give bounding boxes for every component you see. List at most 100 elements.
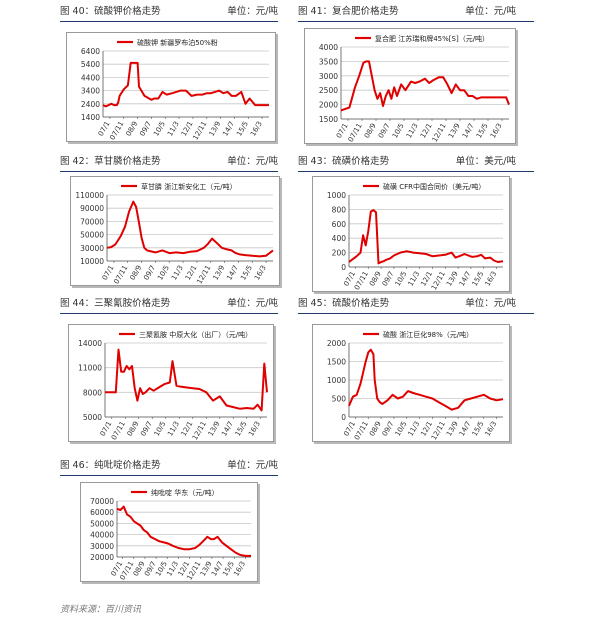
series-line: [102, 61, 269, 108]
price-line-chart: 20000300004000050000600007000007/107/110…: [90, 488, 251, 581]
header-rule: [298, 171, 534, 172]
x-tick-label: 15/5: [471, 270, 486, 288]
x-tick-label: 09/7: [142, 264, 157, 282]
figure-unit: 单位：元/吨: [465, 6, 516, 17]
y-tick-label: 1000: [327, 191, 346, 200]
price-line-chart: 50008000110001400007/107/1108/909/710/51…: [78, 330, 268, 441]
figure-title: 图 40：硫酸钾价格走势: [60, 6, 161, 17]
x-tick-label: 11/3: [166, 420, 181, 438]
x-tick-label: 08/9: [368, 420, 383, 438]
chart-panel: 0 500 1000 1500 2000 07/1 07/11 08/9 09/7 10/5 11/…: [312, 324, 510, 442]
x-tick-label: 09/7: [139, 420, 154, 438]
chart-panel: 1400 2400 3400 4400 5400 6400 07/1 07/11 08/9 09/…: [66, 32, 276, 142]
x-tick-label: 14/7: [458, 270, 473, 288]
figure-unit: 单位：元/吨: [227, 460, 278, 471]
legend-label: 纯吡啶 华东（元/吨）: [151, 488, 219, 497]
figure-header: 图 41：复合肥价格走势 单位：元/吨: [298, 4, 516, 20]
y-tick-label: 4400: [81, 73, 100, 82]
series-line: [348, 348, 504, 411]
y-tick-label: 2000: [327, 339, 346, 348]
y-tick-label: 0: [341, 413, 346, 422]
y-tick-label: 400: [332, 234, 347, 243]
y-tick-label: 6400: [81, 47, 100, 56]
chart-panel: 10000 30000 50000 70000 90000 110000 07/1 07/11…: [70, 176, 280, 286]
series-line: [105, 348, 268, 412]
figure-header: 图 46：纯吡啶价格走势 单位：元/吨: [60, 458, 278, 474]
y-tick-label: 500: [332, 395, 347, 404]
y-tick-label: 3400: [81, 87, 100, 96]
series-line: [340, 60, 510, 112]
y-tick-label: 110000: [75, 191, 104, 200]
x-tick-label: 07/11: [112, 264, 129, 285]
x-tick-label: 15/5: [235, 120, 250, 138]
y-tick-label: 1500: [319, 115, 338, 124]
y-tick-label: 50000: [90, 519, 114, 528]
x-tick-label: 10/5: [152, 120, 167, 138]
y-tick-label: 30000: [80, 244, 104, 253]
y-tick-label: 5000: [83, 413, 102, 422]
x-tick-label: 07/11: [110, 420, 127, 441]
y-tick-label: 0: [341, 263, 346, 272]
chart-panel: 1500 2000 2500 3000 3500 4000 07/1 07/11 08/9 09/…: [304, 28, 516, 144]
x-tick-label: 13/9: [445, 420, 460, 438]
x-tick-label: 13/9: [447, 122, 462, 140]
series-line: [106, 200, 274, 258]
legend-label: 硫酸 浙江巨化98%（元/吨）: [383, 330, 473, 339]
y-tick-label: 600: [332, 220, 347, 229]
figure-header: 图 44：三聚氰胺价格走势 单位：元/吨: [60, 296, 278, 312]
x-tick-label: 15/5: [234, 420, 249, 438]
figure-header: 图 45：硫酸价格走势 单位：元/吨: [298, 296, 516, 312]
x-tick-label: 14/7: [225, 264, 240, 282]
x-tick-label: 09/7: [381, 270, 396, 288]
y-tick-label: 70000: [90, 497, 114, 506]
x-tick-label: 16/3: [253, 264, 268, 282]
figure-header: 图 42：草甘膦价格走势 单位：元/吨: [60, 154, 278, 170]
x-tick-label: 08/9: [126, 420, 141, 438]
x-tick-label: 11/3: [166, 120, 181, 138]
y-tick-label: 1500: [327, 358, 346, 367]
x-tick-label: 11/3: [407, 420, 422, 438]
chart-panel: 20000 30000 40000 50000 60000 70000 07/1 07/11 0…: [80, 482, 258, 582]
y-tick-label: 40000: [90, 531, 114, 540]
y-tick-label: 200: [332, 249, 347, 258]
y-tick-label: 90000: [80, 204, 104, 213]
x-tick-label: 13/9: [212, 264, 227, 282]
x-tick-label: 11/3: [405, 122, 420, 140]
x-tick-label: 10/5: [391, 122, 406, 140]
x-tick-label: 07/11: [108, 120, 125, 141]
x-tick-label: 11/3: [407, 270, 422, 288]
source-note: 资料来源：百川资讯: [60, 605, 142, 615]
y-tick-label: 800: [332, 205, 347, 214]
x-tick-label: 16/3: [489, 122, 504, 140]
x-tick-label: 09/7: [377, 122, 392, 140]
x-tick-label: 12/11: [431, 122, 448, 143]
x-tick-label: 11/3: [170, 264, 185, 282]
figure-header: 图 40：硫酸钾价格走势 单位：元/吨: [60, 4, 278, 20]
x-tick-label: 08/9: [363, 122, 378, 140]
x-tick-label: 12/11: [195, 264, 212, 285]
price-line-chart: 100003000050000700009000011000007/107/11…: [75, 182, 274, 285]
y-tick-label: 14000: [78, 339, 102, 348]
x-tick-label: 09/7: [381, 420, 396, 438]
x-tick-label: 16/3: [484, 270, 499, 288]
x-tick-label: 07/11: [347, 122, 364, 143]
y-tick-label: 10000: [80, 257, 104, 266]
y-tick-label: 2400: [81, 100, 100, 109]
x-tick-label: 10/5: [394, 420, 409, 438]
figure-unit: 单位：美元/吨: [455, 156, 516, 167]
figure-title: 图 45：硫酸价格走势: [298, 298, 390, 309]
x-tick-label: 08/9: [129, 264, 144, 282]
header-rule: [60, 313, 278, 314]
figure-title: 图 42：草甘膦价格走势: [60, 156, 161, 167]
x-tick-label: 15/5: [475, 122, 490, 140]
header-rule: [60, 475, 278, 476]
x-tick-label: 08/9: [125, 120, 140, 138]
x-tick-label: 15/5: [471, 420, 486, 438]
figure-title: 图 43：硫磺价格走势: [298, 156, 390, 167]
price-line-chart: 050010001500200007/107/1108/909/710/511/…: [327, 330, 504, 441]
y-tick-label: 50000: [80, 231, 104, 240]
x-tick-label: 16/3: [232, 560, 247, 578]
x-tick-label: 13/9: [445, 270, 460, 288]
figure-unit: 单位：元/吨: [227, 6, 278, 17]
